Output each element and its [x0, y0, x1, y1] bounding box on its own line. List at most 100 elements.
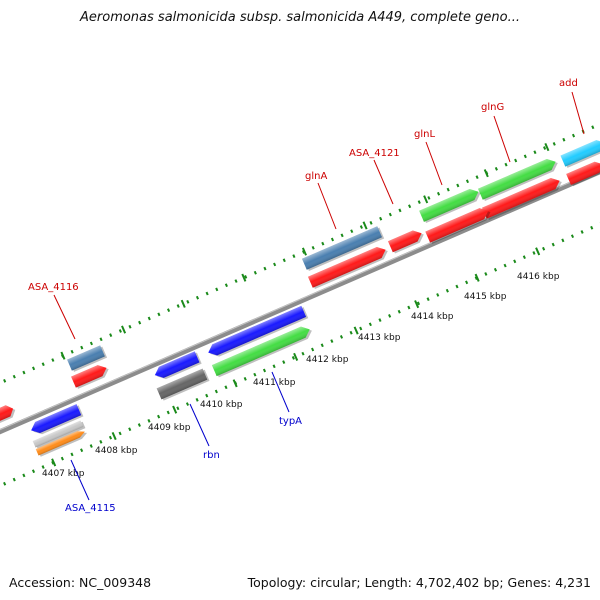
gene-arrow[interactable]: [211, 323, 314, 378]
gene-arrow[interactable]: [307, 244, 390, 290]
gene-arrow[interactable]: [156, 368, 210, 401]
tick-mark: [214, 389, 218, 394]
tick-mark: [562, 137, 566, 142]
major-tick-mark: [172, 405, 178, 414]
gene-label-ASA_4115[interactable]: ASA_4115: [65, 503, 116, 514]
callout-glnG: [493, 115, 511, 163]
tick-mark: [167, 308, 171, 313]
tick-mark: [311, 347, 315, 352]
tick-mark: [561, 238, 565, 243]
tick-mark: [340, 233, 344, 238]
tick-mark: [215, 287, 219, 292]
tick-mark: [32, 366, 36, 371]
gene-arrow[interactable]: [301, 226, 385, 272]
major-tick-mark: [474, 273, 480, 282]
tick-mark: [224, 283, 228, 288]
gene-arrow[interactable]: [71, 362, 111, 390]
gene-arrow[interactable]: [153, 351, 202, 383]
lower-tick-row: [3, 222, 600, 486]
tick-mark: [456, 183, 460, 188]
gene-arrow-shine: [307, 246, 386, 288]
gene-arrow-shine: [31, 404, 82, 434]
tick-mark: [426, 297, 430, 302]
gene-arrow-shine: [425, 208, 489, 243]
kbp-label: 4409 kbp: [148, 423, 191, 433]
gene-arrow[interactable]: [481, 175, 564, 221]
genome-summary: Topology: circular; Length: 4,702,402 bp…: [247, 575, 591, 590]
gene-arrow-shine: [32, 420, 84, 448]
gene-label-add[interactable]: add: [559, 78, 578, 89]
tick-mark: [234, 279, 238, 283]
gene-arrow[interactable]: [206, 305, 309, 360]
tick-mark: [301, 351, 305, 356]
tick-mark: [31, 469, 36, 474]
tick-mark: [494, 166, 498, 171]
tick-mark: [311, 245, 315, 250]
tick-mark: [532, 251, 536, 255]
gene-label-glnA[interactable]: glnA: [305, 171, 327, 182]
kbp-label: 4411 kbp: [253, 378, 296, 388]
tick-mark: [3, 378, 7, 383]
tick-mark: [503, 263, 507, 268]
major-tick-mark: [111, 431, 117, 441]
genome-backbone: [0, 168, 600, 435]
tick-mark: [292, 254, 296, 258]
tick-mark: [195, 397, 199, 402]
gene-arrow[interactable]: [0, 403, 18, 425]
tick-mark: [147, 418, 151, 423]
major-tick-mark: [414, 300, 420, 309]
tick-mark: [118, 329, 122, 333]
gene-arrow[interactable]: [32, 420, 86, 450]
tick-mark: [350, 229, 354, 234]
major-tick-mark: [544, 142, 550, 152]
major-tick-mark: [483, 169, 489, 178]
gene-arrow[interactable]: [388, 227, 426, 254]
gene-arrow[interactable]: [560, 137, 600, 169]
tick-mark: [379, 216, 383, 221]
tick-mark: [330, 237, 335, 242]
gene-label-ASA_4121[interactable]: ASA_4121: [349, 148, 400, 159]
tick-mark: [147, 316, 151, 321]
tick-mark: [253, 372, 257, 377]
gene-arrow[interactable]: [566, 158, 600, 187]
tick-mark: [446, 187, 450, 192]
tick-mark: [475, 175, 479, 180]
major-tick-mark: [121, 325, 127, 334]
callout-ASA_4121: [373, 159, 394, 205]
tick-mark: [427, 196, 431, 200]
tick-mark: [407, 305, 411, 310]
gene-arrow[interactable]: [29, 404, 84, 438]
tick-mark: [465, 179, 470, 184]
tick-mark: [176, 406, 180, 411]
gene-label-ASA_4116[interactable]: ASA_4116: [28, 282, 79, 293]
gene-label-rbn[interactable]: rbn: [203, 450, 220, 461]
major-tick-mark: [241, 273, 247, 282]
tick-mark: [359, 326, 363, 331]
tick-mark: [157, 414, 161, 419]
gene-arrow-shine: [154, 351, 200, 378]
tick-mark: [22, 473, 26, 478]
tick-mark: [291, 356, 295, 360]
tick-mark: [484, 272, 488, 276]
tick-mark: [388, 314, 392, 318]
tick-mark: [108, 435, 113, 440]
gene-label-glnG[interactable]: glnG: [481, 102, 504, 113]
gene-arrow-shine: [35, 431, 85, 456]
kbp-label: 4407 kbp: [42, 469, 85, 479]
tick-mark: [542, 246, 546, 251]
gene-arrow[interactable]: [35, 428, 89, 458]
tick-mark: [70, 349, 74, 354]
gene-arrow[interactable]: [425, 205, 493, 245]
tick-mark: [80, 345, 84, 350]
gene-arrow[interactable]: [67, 345, 108, 373]
gene-label-typA[interactable]: typA: [279, 416, 302, 427]
tick-mark: [301, 250, 306, 254]
gene-arrow[interactable]: [477, 156, 560, 202]
upper-tick-row: [3, 125, 595, 383]
gene-arrow[interactable]: [419, 186, 483, 224]
tick-mark: [474, 276, 478, 281]
accession-text: Accession: NC_009348: [9, 575, 152, 590]
tick-mark: [523, 154, 527, 159]
gene-label-glnL[interactable]: glnL: [414, 129, 435, 140]
